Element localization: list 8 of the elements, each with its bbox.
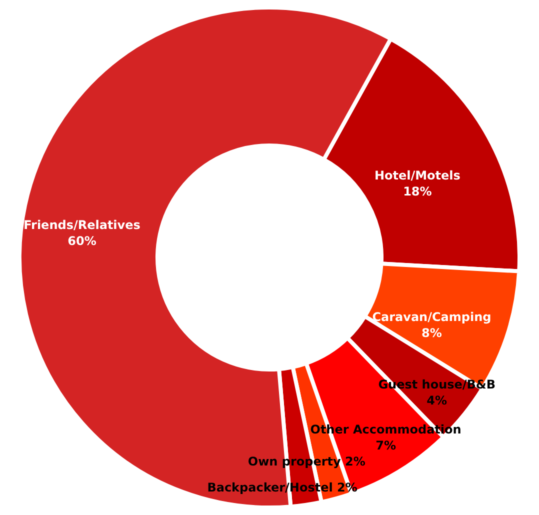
data-label: 18%: [403, 184, 432, 198]
data-label: 60%: [68, 234, 96, 248]
data-label: 7%: [376, 438, 396, 452]
data-label: 4%: [426, 393, 448, 408]
slice-label: Friends/Relatives: [24, 218, 140, 232]
slice-label: Caravan/Camping: [372, 310, 492, 324]
data-label: 8%: [422, 326, 442, 340]
slice-label: Hotel/Motels: [374, 168, 460, 182]
